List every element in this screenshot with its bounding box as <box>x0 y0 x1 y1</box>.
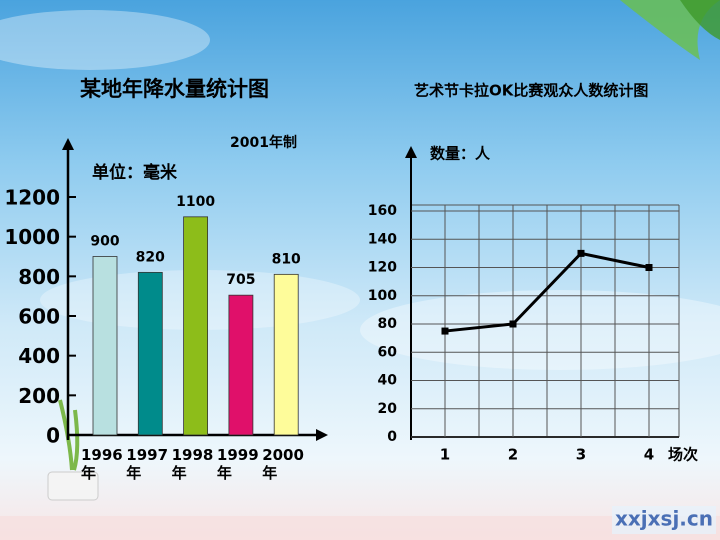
data-point <box>441 327 449 335</box>
x-tick-label: 4 <box>644 446 654 464</box>
minor-grid <box>411 204 680 437</box>
y-tick-label: 200 <box>18 384 60 408</box>
value-label: 900 <box>90 234 119 250</box>
y-tick-label: 0 <box>46 424 60 448</box>
value-label: 1100 <box>176 194 215 210</box>
x-tick-label: 1 <box>440 446 450 464</box>
y-tick-label: 800 <box>18 265 60 289</box>
bar <box>137 271 163 436</box>
y-tick-label: 20 <box>378 401 398 417</box>
y-tick-label: 600 <box>18 305 60 329</box>
x-tick-label: 2 <box>508 446 518 464</box>
bar <box>273 273 299 436</box>
chart-title: 艺术节卡拉OK比赛观众人数统计图 <box>414 82 648 100</box>
x-tick-label: 2000年 <box>262 446 304 482</box>
y-tick-label: 140 <box>368 231 397 247</box>
y-tick-label: 160 <box>368 203 397 219</box>
y-axis-label: 数量：人 <box>430 145 491 163</box>
y-tick-label: 60 <box>378 344 398 360</box>
bar <box>92 256 118 436</box>
data-point <box>577 249 585 257</box>
chart-title: 某地年降水量统计图 <box>80 77 269 101</box>
x-tick-label: 1998年 <box>171 446 214 482</box>
data-line <box>444 251 650 333</box>
y-tick-label: 400 <box>18 344 60 368</box>
arrow <box>316 429 328 441</box>
x-tick-label: 1996年 <box>81 446 123 482</box>
chart-subtitle: 2001年制 <box>230 134 297 151</box>
y-tick-label: 40 <box>378 373 398 389</box>
value-label: 705 <box>226 272 255 288</box>
arrow <box>405 146 417 158</box>
arrow <box>62 138 74 150</box>
x-tick-label: 1997年 <box>126 446 169 482</box>
y-tick-label: 1000 <box>4 225 60 249</box>
y-tick-label: 120 <box>368 260 397 276</box>
data-point <box>645 264 653 271</box>
unit-label: 单位：毫米 <box>92 162 178 183</box>
y-tick-label: 100 <box>368 288 397 304</box>
y-tick-label: 1200 <box>4 186 60 210</box>
x-axis-label: 场次 <box>668 446 698 464</box>
x-tick-label: 3 <box>576 446 586 464</box>
bar <box>228 294 254 436</box>
value-label: 810 <box>272 251 301 267</box>
y-tick-label: 0 <box>387 429 397 445</box>
y-tick-label: 80 <box>378 316 398 332</box>
watermark: xxjxsj.cn <box>615 507 713 531</box>
value-label: 820 <box>136 249 165 265</box>
data-point <box>509 320 517 328</box>
x-tick-label: 1999年 <box>216 446 259 482</box>
bar <box>183 216 209 436</box>
